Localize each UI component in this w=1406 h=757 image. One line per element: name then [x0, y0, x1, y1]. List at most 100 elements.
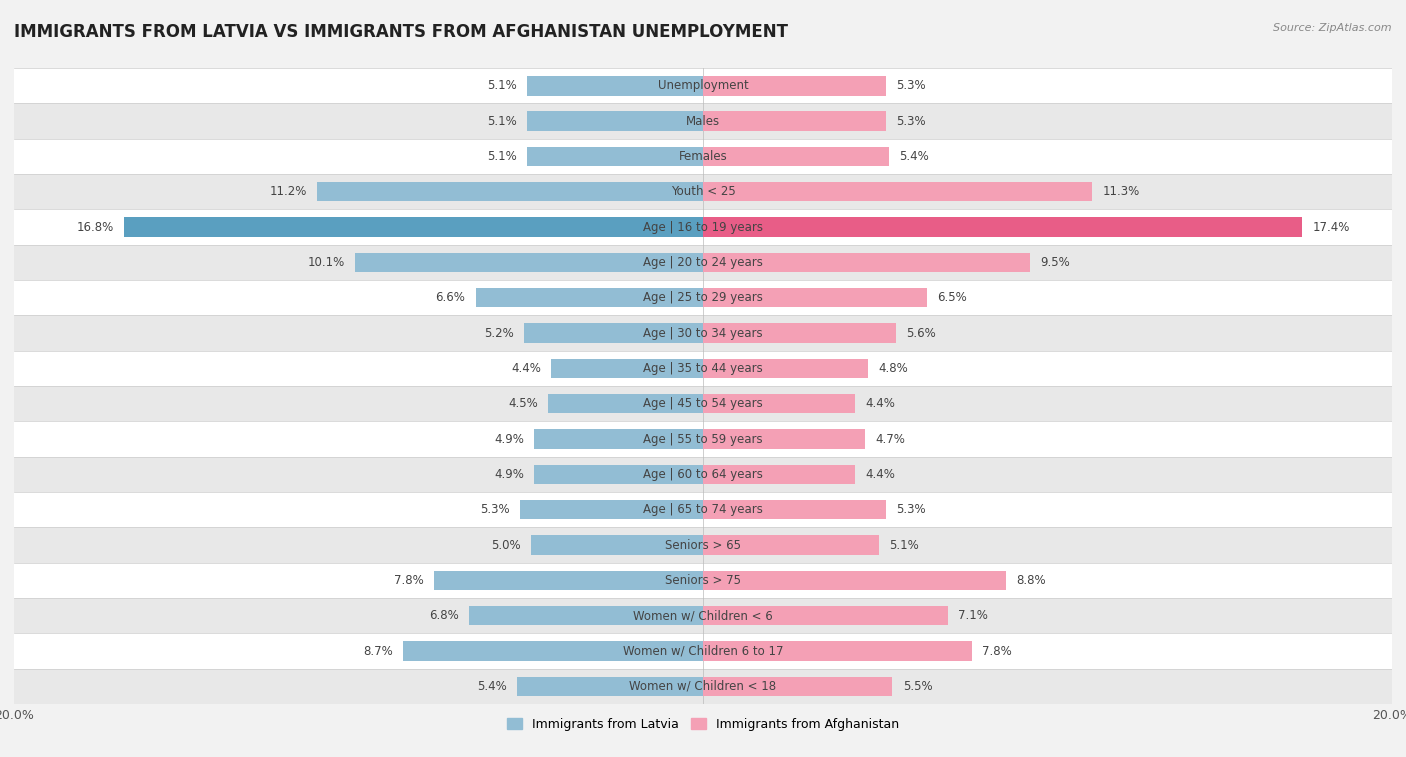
Bar [14, 104, 1392, 139]
Text: Seniors > 75: Seniors > 75 [665, 574, 741, 587]
Text: 4.9%: 4.9% [494, 432, 524, 446]
Text: 17.4%: 17.4% [1313, 220, 1350, 234]
Bar [14, 350, 1392, 386]
Bar [14, 528, 1392, 562]
Bar [517, 677, 703, 696]
Text: 5.1%: 5.1% [488, 79, 517, 92]
Text: 6.5%: 6.5% [938, 291, 967, 304]
Text: Age | 45 to 54 years: Age | 45 to 54 years [643, 397, 763, 410]
Bar [703, 677, 893, 696]
Bar [520, 500, 703, 519]
Bar [468, 606, 703, 625]
Bar [434, 571, 703, 590]
Bar [527, 111, 703, 131]
Bar [527, 147, 703, 167]
Text: 7.8%: 7.8% [394, 574, 425, 587]
Text: 6.6%: 6.6% [436, 291, 465, 304]
Bar [14, 422, 1392, 456]
Text: 4.4%: 4.4% [512, 362, 541, 375]
Bar [703, 323, 896, 343]
Bar [703, 359, 869, 378]
Text: 16.8%: 16.8% [77, 220, 114, 234]
Bar [14, 668, 1392, 704]
Bar [318, 182, 703, 201]
Text: 4.4%: 4.4% [865, 468, 894, 481]
Text: 5.6%: 5.6% [907, 326, 936, 340]
Bar [14, 456, 1392, 492]
Bar [703, 465, 855, 484]
Bar [703, 641, 972, 661]
Bar [703, 571, 1007, 590]
Text: 8.8%: 8.8% [1017, 574, 1046, 587]
Text: Women w/ Children < 6: Women w/ Children < 6 [633, 609, 773, 622]
Bar [703, 606, 948, 625]
Bar [404, 641, 703, 661]
Text: Women w/ Children 6 to 17: Women w/ Children 6 to 17 [623, 644, 783, 658]
Text: 4.5%: 4.5% [508, 397, 537, 410]
Bar [703, 217, 1302, 237]
Bar [14, 598, 1392, 634]
Text: 11.3%: 11.3% [1102, 185, 1140, 198]
Bar [703, 288, 927, 307]
Text: 5.4%: 5.4% [477, 680, 506, 693]
Text: 6.8%: 6.8% [429, 609, 458, 622]
Text: Youth < 25: Youth < 25 [671, 185, 735, 198]
Text: 4.4%: 4.4% [865, 397, 894, 410]
Text: 5.3%: 5.3% [896, 503, 925, 516]
Text: Age | 35 to 44 years: Age | 35 to 44 years [643, 362, 763, 375]
Text: 7.8%: 7.8% [981, 644, 1012, 658]
Bar [551, 359, 703, 378]
Text: Age | 20 to 24 years: Age | 20 to 24 years [643, 256, 763, 269]
Text: Age | 16 to 19 years: Age | 16 to 19 years [643, 220, 763, 234]
Bar [531, 535, 703, 555]
Text: Age | 55 to 59 years: Age | 55 to 59 years [643, 432, 763, 446]
Bar [703, 394, 855, 413]
Text: 11.2%: 11.2% [270, 185, 307, 198]
Bar [703, 147, 889, 167]
Bar [524, 323, 703, 343]
Bar [548, 394, 703, 413]
Bar [527, 76, 703, 95]
Text: Source: ZipAtlas.com: Source: ZipAtlas.com [1274, 23, 1392, 33]
Text: 5.2%: 5.2% [484, 326, 513, 340]
Bar [475, 288, 703, 307]
Text: 5.3%: 5.3% [896, 79, 925, 92]
Bar [14, 280, 1392, 316]
Text: 4.8%: 4.8% [879, 362, 908, 375]
Text: Age | 65 to 74 years: Age | 65 to 74 years [643, 503, 763, 516]
Text: 7.1%: 7.1% [957, 609, 988, 622]
Text: Unemployment: Unemployment [658, 79, 748, 92]
Bar [14, 139, 1392, 174]
Bar [703, 76, 886, 95]
Bar [703, 535, 879, 555]
Bar [356, 253, 703, 273]
Text: 5.1%: 5.1% [488, 150, 517, 163]
Text: 4.9%: 4.9% [494, 468, 524, 481]
Bar [14, 386, 1392, 422]
Text: Seniors > 65: Seniors > 65 [665, 538, 741, 552]
Text: Women w/ Children < 18: Women w/ Children < 18 [630, 680, 776, 693]
Text: 10.1%: 10.1% [308, 256, 344, 269]
Bar [703, 500, 886, 519]
Bar [14, 492, 1392, 528]
Bar [14, 316, 1392, 350]
Text: 5.0%: 5.0% [491, 538, 520, 552]
Bar [124, 217, 703, 237]
Text: 5.1%: 5.1% [488, 114, 517, 128]
Text: Age | 25 to 29 years: Age | 25 to 29 years [643, 291, 763, 304]
Bar [14, 210, 1392, 245]
Bar [14, 634, 1392, 668]
Text: 5.3%: 5.3% [896, 114, 925, 128]
Bar [14, 562, 1392, 598]
Bar [14, 174, 1392, 210]
Text: Females: Females [679, 150, 727, 163]
Legend: Immigrants from Latvia, Immigrants from Afghanistan: Immigrants from Latvia, Immigrants from … [502, 713, 904, 736]
Bar [703, 253, 1031, 273]
Text: 5.4%: 5.4% [900, 150, 929, 163]
Text: 5.3%: 5.3% [481, 503, 510, 516]
Text: Age | 30 to 34 years: Age | 30 to 34 years [643, 326, 763, 340]
Bar [703, 111, 886, 131]
Text: 5.1%: 5.1% [889, 538, 918, 552]
Text: IMMIGRANTS FROM LATVIA VS IMMIGRANTS FROM AFGHANISTAN UNEMPLOYMENT: IMMIGRANTS FROM LATVIA VS IMMIGRANTS FRO… [14, 23, 787, 41]
Bar [703, 429, 865, 449]
